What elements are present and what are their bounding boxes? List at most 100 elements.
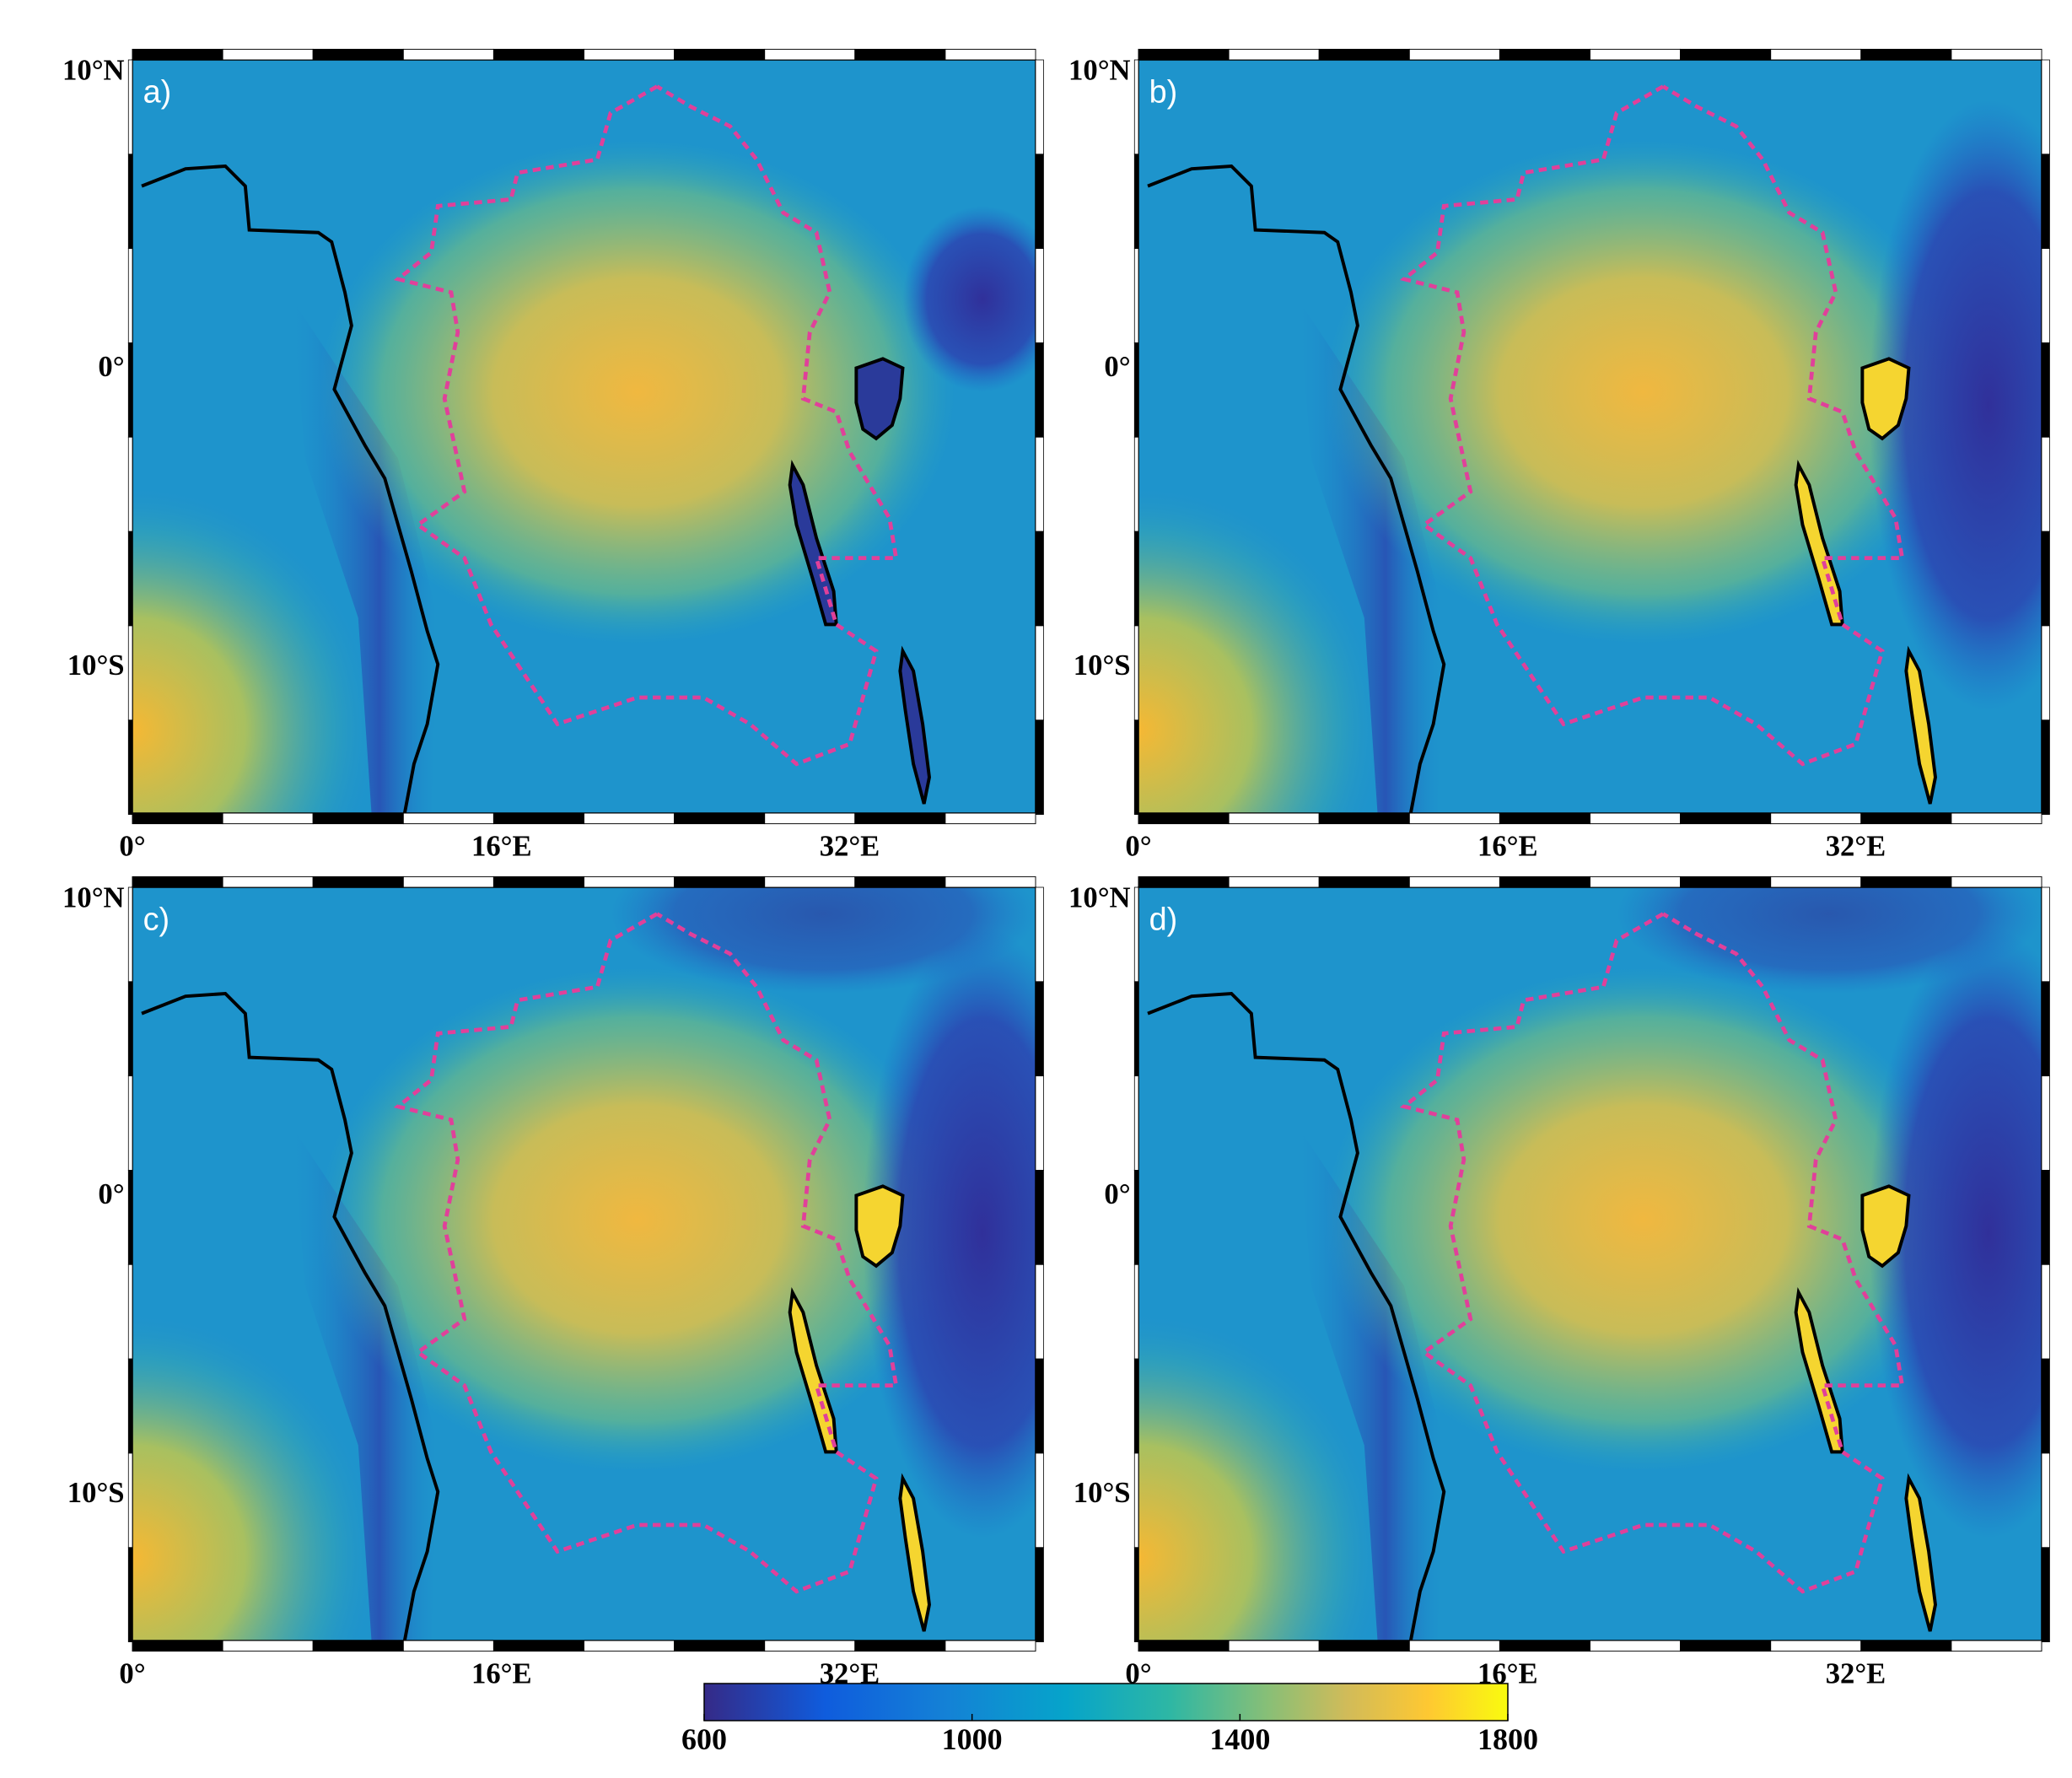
frame-tick bbox=[127, 154, 133, 250]
frame-tick bbox=[222, 876, 314, 888]
frame-tick bbox=[1951, 48, 2042, 61]
frame-tick bbox=[584, 876, 675, 888]
lake bbox=[1904, 645, 1937, 805]
lat-label: 10°S bbox=[1074, 649, 1131, 682]
lat-label: 10°S bbox=[1074, 1477, 1131, 1509]
frame-tick bbox=[1590, 876, 1682, 888]
frame-tick bbox=[1318, 812, 1410, 825]
east-low bbox=[863, 927, 1036, 1538]
lon-label: 32°E bbox=[1826, 830, 1886, 862]
frame-tick bbox=[2041, 886, 2050, 983]
lat-label: 10°S bbox=[67, 1477, 125, 1509]
lake bbox=[1860, 1184, 1911, 1269]
frame-tick bbox=[1499, 876, 1590, 888]
frame-tick bbox=[1138, 48, 1230, 61]
colorbar-ramp bbox=[703, 1683, 1509, 1721]
frame-tick bbox=[1590, 812, 1682, 825]
lon-label: 16°E bbox=[471, 830, 532, 862]
lake bbox=[854, 1184, 905, 1269]
frame-tick bbox=[2041, 1263, 2050, 1360]
frame-tick bbox=[1133, 886, 1139, 983]
frame-tick bbox=[127, 436, 133, 532]
frame-tick bbox=[127, 1170, 133, 1265]
frame-tick bbox=[2041, 154, 2050, 250]
frame-tick bbox=[584, 812, 675, 825]
colorbar-tick-label: 1000 bbox=[942, 1722, 1003, 1756]
frame-tick bbox=[674, 48, 766, 61]
frame-tick bbox=[1133, 1547, 1139, 1642]
frame-tick bbox=[127, 625, 133, 721]
frame-tick bbox=[2041, 1075, 2050, 1171]
east-low bbox=[1869, 927, 2042, 1538]
frame-tick bbox=[2041, 436, 2050, 532]
panel-label: a) bbox=[143, 74, 172, 110]
frame-tick bbox=[1133, 1170, 1139, 1265]
frame-tick bbox=[312, 48, 404, 61]
panel-label: b) bbox=[1149, 74, 1178, 110]
frame-tick bbox=[1860, 812, 1952, 825]
frame-tick bbox=[1035, 1358, 1044, 1454]
frame-tick bbox=[1035, 342, 1044, 438]
frame-tick bbox=[222, 48, 314, 61]
lon-label: 0° bbox=[119, 1657, 145, 1689]
frame-tick bbox=[127, 59, 133, 155]
frame-tick bbox=[945, 812, 1036, 825]
frame-tick bbox=[1770, 48, 1862, 61]
frame-tick bbox=[402, 812, 494, 825]
frame-tick bbox=[1770, 876, 1862, 888]
frame-tick bbox=[1035, 1452, 1044, 1549]
frame-tick bbox=[764, 876, 856, 888]
frame-tick bbox=[1035, 436, 1044, 532]
colorbar-tick-label: 600 bbox=[681, 1722, 727, 1756]
frame-tick bbox=[1680, 876, 1772, 888]
frame-tick bbox=[132, 876, 223, 888]
lat-label: 0° bbox=[98, 351, 124, 383]
frame-tick bbox=[945, 48, 1036, 61]
frame-tick bbox=[2041, 59, 2050, 155]
frame-tick bbox=[1951, 812, 2042, 825]
frame-tick bbox=[1035, 981, 1044, 1077]
frame-tick bbox=[2041, 1170, 2050, 1265]
frame-tick bbox=[1138, 876, 1230, 888]
frame-tick bbox=[1138, 812, 1230, 825]
frame-tick bbox=[1590, 48, 1682, 61]
frame-tick bbox=[492, 876, 584, 888]
frame-tick bbox=[2041, 625, 2050, 721]
lat-label: 10°N bbox=[62, 55, 125, 87]
frame-tick bbox=[2041, 981, 2050, 1077]
frame-tick bbox=[764, 48, 856, 61]
frame-tick bbox=[854, 812, 946, 825]
lon-label: 0° bbox=[119, 830, 145, 862]
lake bbox=[854, 357, 905, 441]
frame-tick bbox=[1133, 625, 1139, 721]
frame-tick bbox=[1228, 1640, 1320, 1652]
frame-tick bbox=[854, 876, 946, 888]
lon-label: 16°E bbox=[471, 1657, 532, 1689]
frame-tick bbox=[1770, 812, 1862, 825]
frame-tick bbox=[1035, 1547, 1044, 1642]
frame-tick bbox=[1035, 1263, 1044, 1360]
frame-tick bbox=[1035, 886, 1044, 983]
frame-tick bbox=[1499, 1640, 1590, 1652]
colorbar-tick-label: 1400 bbox=[1209, 1722, 1270, 1756]
frame-tick bbox=[1035, 625, 1044, 721]
frame-tick bbox=[1133, 1075, 1139, 1171]
east-low bbox=[1869, 100, 2042, 711]
frame-tick bbox=[1035, 1075, 1044, 1171]
frame-tick bbox=[2041, 248, 2050, 343]
map-panel: a) 10°N 0° 10°S 0° 16°E 32°E bbox=[62, 48, 1044, 862]
frame-tick bbox=[1133, 1358, 1139, 1454]
frame-tick bbox=[1228, 48, 1320, 61]
frame-tick bbox=[402, 1640, 494, 1652]
frame-tick bbox=[127, 719, 133, 815]
frame-tick bbox=[222, 812, 314, 825]
lake bbox=[788, 1287, 838, 1454]
frame-tick bbox=[1035, 154, 1044, 250]
frame-tick bbox=[674, 812, 766, 825]
frame-tick bbox=[1408, 1640, 1500, 1652]
lat-label: 0° bbox=[98, 1178, 124, 1210]
frame-tick bbox=[127, 1452, 133, 1549]
frame-tick bbox=[1408, 812, 1500, 825]
frame-tick bbox=[1133, 154, 1139, 250]
